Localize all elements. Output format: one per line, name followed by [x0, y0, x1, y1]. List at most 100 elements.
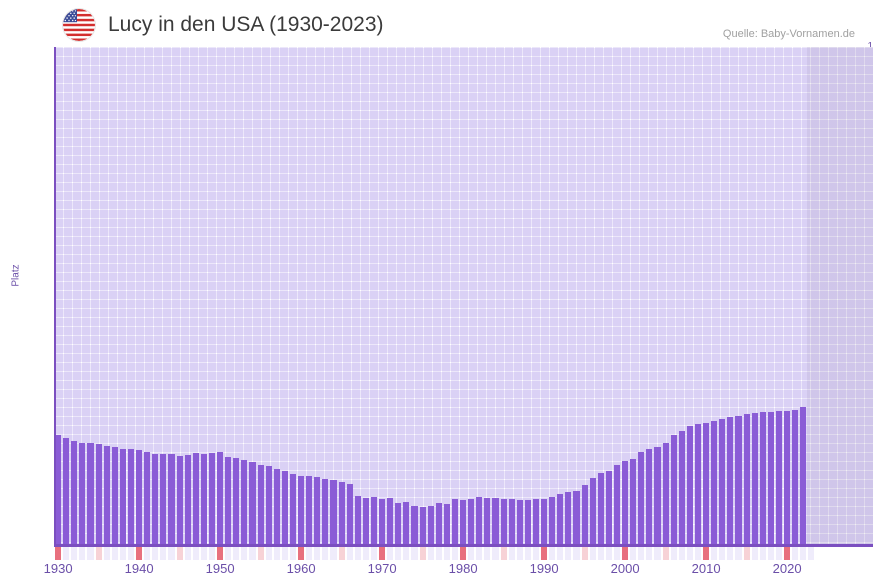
bar[interactable] — [476, 497, 483, 544]
bar[interactable] — [387, 497, 394, 544]
bar[interactable] — [176, 456, 183, 544]
bar[interactable] — [111, 446, 118, 544]
bar[interactable] — [743, 413, 750, 544]
bar[interactable] — [127, 449, 135, 544]
bar[interactable] — [411, 505, 418, 544]
bar[interactable] — [200, 454, 207, 544]
bar[interactable] — [792, 410, 799, 544]
year-strip-cell[interactable] — [184, 547, 191, 560]
year-strip-cell[interactable] — [71, 547, 78, 560]
year-strip-cell[interactable] — [573, 547, 580, 560]
year-strip-cell[interactable] — [605, 547, 612, 560]
bar[interactable] — [703, 423, 710, 544]
year-strip-cell[interactable] — [694, 547, 702, 560]
bar[interactable] — [549, 496, 556, 544]
bar[interactable] — [557, 493, 564, 544]
year-strip-cell[interactable] — [727, 547, 734, 560]
bar[interactable] — [784, 410, 791, 544]
bar[interactable] — [208, 452, 216, 544]
year-strip-cell[interactable] — [55, 547, 62, 560]
bar[interactable] — [800, 406, 807, 544]
year-strip-cell[interactable] — [273, 547, 280, 560]
year-strip-cell[interactable] — [500, 547, 507, 560]
bar[interactable] — [217, 451, 224, 544]
bar[interactable] — [443, 504, 450, 544]
year-strip-cell[interactable] — [152, 547, 159, 560]
year-strip-cell[interactable] — [735, 547, 742, 560]
bar[interactable] — [662, 443, 669, 544]
year-strip-cell[interactable] — [654, 547, 661, 560]
year-strip-cell[interactable] — [241, 547, 248, 560]
year-strip-cell[interactable] — [330, 547, 337, 560]
bar[interactable] — [460, 500, 467, 544]
bar[interactable] — [654, 446, 661, 544]
bar[interactable] — [160, 453, 167, 544]
year-strip-cell[interactable] — [119, 547, 126, 560]
bar[interactable] — [119, 449, 126, 544]
year-strip-cell[interactable] — [468, 547, 475, 560]
year-strip-cell[interactable] — [281, 547, 288, 560]
year-strip-cell[interactable] — [79, 547, 86, 560]
year-strip-cell[interactable] — [484, 547, 491, 560]
bar[interactable] — [638, 452, 645, 544]
year-strip-cell[interactable] — [476, 547, 483, 560]
year-strip-cell[interactable] — [759, 547, 766, 560]
year-strip-cell[interactable] — [678, 547, 685, 560]
year-strip-cell[interactable] — [103, 547, 110, 560]
year-strip-cell[interactable] — [233, 547, 240, 560]
bar[interactable] — [273, 468, 280, 544]
year-strip-cell[interactable] — [589, 547, 596, 560]
year-strip-cell[interactable] — [322, 547, 329, 560]
year-strip-cell[interactable] — [792, 547, 799, 560]
bar[interactable] — [395, 502, 402, 544]
year-strip-cell[interactable] — [638, 547, 645, 560]
bar[interactable] — [95, 444, 102, 544]
bar[interactable] — [289, 473, 297, 544]
year-strip-cell[interactable] — [306, 547, 313, 560]
bar[interactable] — [265, 466, 272, 544]
year-strip-cell[interactable] — [225, 547, 232, 560]
year-strip-cell[interactable] — [176, 547, 183, 560]
year-strip-cell[interactable] — [508, 547, 515, 560]
bar[interactable] — [759, 411, 766, 544]
bar[interactable] — [508, 499, 515, 544]
year-strip-cell[interactable] — [743, 547, 750, 560]
year-strip-cell[interactable] — [387, 547, 394, 560]
bar[interactable] — [370, 496, 378, 544]
bar[interactable] — [346, 483, 353, 544]
bar[interactable] — [354, 496, 361, 544]
year-strip-cell[interactable] — [338, 547, 345, 560]
year-strip-cell[interactable] — [370, 547, 378, 560]
year-strip-cell[interactable] — [613, 547, 621, 560]
bar[interactable] — [152, 453, 159, 544]
year-strip-cell[interactable] — [670, 547, 677, 560]
year-strip-cell[interactable] — [767, 547, 774, 560]
bar[interactable] — [314, 477, 321, 544]
year-strip-cell[interactable] — [597, 547, 604, 560]
year-strip-cell[interactable] — [411, 547, 418, 560]
year-strip-cell[interactable] — [622, 547, 629, 560]
bar[interactable] — [735, 416, 742, 544]
year-strip-cell[interactable] — [289, 547, 297, 560]
year-strip-cell[interactable] — [208, 547, 216, 560]
bar[interactable] — [338, 482, 345, 544]
bar[interactable] — [55, 435, 62, 544]
year-strip-cell[interactable] — [144, 547, 151, 560]
bar[interactable] — [573, 491, 580, 544]
year-strip-cell[interactable] — [646, 547, 653, 560]
year-strip-cell[interactable] — [265, 547, 272, 560]
bar[interactable] — [184, 455, 191, 544]
year-strip-cell[interactable] — [200, 547, 207, 560]
bar[interactable] — [362, 497, 369, 544]
bar[interactable] — [613, 465, 621, 544]
bar[interactable] — [605, 470, 612, 544]
bar[interactable] — [281, 471, 288, 544]
year-strip-cell[interactable] — [314, 547, 321, 560]
year-strip-cell[interactable] — [63, 547, 70, 560]
year-strip-cell[interactable] — [800, 547, 807, 560]
bar[interactable] — [330, 480, 337, 544]
bar[interactable] — [241, 459, 248, 544]
year-strip-cell[interactable] — [87, 547, 94, 560]
bar[interactable] — [63, 438, 70, 544]
bar[interactable] — [322, 478, 329, 544]
